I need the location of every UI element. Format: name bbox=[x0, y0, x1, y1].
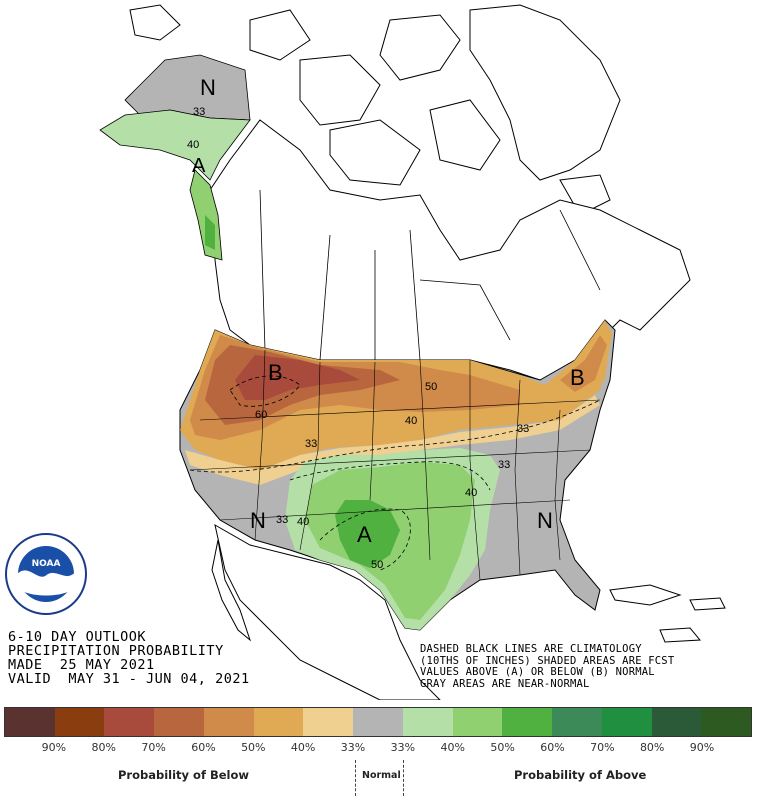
legend-tick-label: 40% bbox=[440, 741, 465, 754]
legend-color-bar bbox=[4, 707, 752, 737]
legend-tick-label: 60% bbox=[540, 741, 565, 754]
caribbean-islands bbox=[609, 584, 726, 643]
note-line-4: GRAY AREAS ARE NEAR-NORMAL bbox=[420, 677, 590, 690]
sw-40-label: 40 bbox=[297, 516, 309, 528]
climatology-lines bbox=[189, 375, 601, 571]
legend-swatch bbox=[502, 708, 553, 736]
mexico-region bbox=[214, 524, 441, 700]
legend-below-caption: Probability of Below bbox=[118, 768, 249, 782]
legend-swatch bbox=[552, 708, 602, 736]
note-line-2: (10THS OF INCHES) SHADED AREAS ARE FCST bbox=[420, 654, 675, 667]
legend-swatch bbox=[154, 708, 204, 736]
outlook-map: N 33 40 A B 60 50 40 B 33 33 33 40 N 33 … bbox=[99, 4, 726, 700]
north-40-label: 40 bbox=[405, 415, 417, 427]
plains-40-label: 40 bbox=[465, 487, 477, 499]
alaska-33-label: 33 bbox=[193, 106, 205, 118]
note-line-1: DASHED BLACK LINES ARE CLIMATOLOGY bbox=[420, 643, 642, 655]
alaska-a-label: A bbox=[192, 155, 206, 177]
north-50-label: 50 bbox=[425, 381, 437, 393]
arctic-outlines bbox=[129, 4, 621, 216]
legend-swatch bbox=[303, 708, 354, 736]
us-below-33 bbox=[185, 395, 600, 485]
title-line-1: 6-10 DAY OUTLOOK bbox=[8, 629, 147, 645]
alaska-40-label: 40 bbox=[187, 139, 199, 151]
province-lines bbox=[259, 189, 601, 362]
legend-swatch bbox=[452, 708, 503, 736]
outlook-title-block: 6-10 DAY OUTLOOK PRECIPITATION PROBABILI… bbox=[8, 630, 250, 686]
legend-tick-label: 90% bbox=[689, 741, 715, 754]
title-line-4: VALID MAY 31 - JUN 04, 2021 bbox=[8, 671, 250, 687]
title-line-3: MADE 25 MAY 2021 bbox=[8, 657, 155, 673]
legend-tick-label: 60% bbox=[191, 741, 216, 754]
legend-tick-label: 50% bbox=[241, 741, 266, 754]
us-below-70 bbox=[235, 355, 360, 400]
title-line-2: PRECIPITATION PROBABILITY bbox=[8, 643, 224, 659]
tx-a-label: A bbox=[357, 522, 372, 547]
noaa-logo: NOAA bbox=[5, 533, 87, 615]
legend-swatch bbox=[601, 708, 652, 736]
ne-33-label: 33 bbox=[517, 423, 529, 435]
legend-swatch bbox=[54, 708, 105, 736]
legend-ticks: 90% 80% 70% 60% 50% 40% 33% 33% 40% 50% 60% 70% 80% 9… bbox=[4, 741, 727, 754]
legend-tick-label: 70% bbox=[141, 741, 166, 754]
east-33-label: 33 bbox=[498, 459, 510, 471]
tx-50-label: 50 bbox=[371, 559, 383, 571]
alaska-panhandle-dark bbox=[205, 215, 215, 250]
legend-swatch bbox=[651, 708, 702, 736]
nw-b-label: B bbox=[268, 360, 283, 385]
legend-swatch bbox=[402, 708, 453, 736]
ne-b-label: B bbox=[570, 365, 585, 390]
center-33-label: 33 bbox=[305, 438, 317, 450]
legend-above-caption: Probability of Above bbox=[514, 768, 647, 782]
legend-swatch bbox=[701, 708, 752, 736]
legend-tick-label: 90% bbox=[41, 741, 67, 754]
sw-33-label: 33 bbox=[276, 514, 288, 526]
legend-swatch bbox=[353, 708, 403, 736]
note-line-3: VALUES ABOVE (A) OR BELOW (B) NORMAL bbox=[420, 666, 655, 678]
us-above-50 bbox=[335, 500, 400, 568]
legend-swatch bbox=[253, 708, 304, 736]
climatology-note: DASHED BLACK LINES ARE CLIMATOLOGY (10TH… bbox=[420, 643, 675, 690]
svg-text:NOAA: NOAA bbox=[32, 559, 61, 569]
sw-n-label: N bbox=[250, 508, 266, 533]
legend-tick-label: 80% bbox=[639, 741, 665, 754]
alaska-green bbox=[99, 109, 251, 181]
legend-tick-label: 33% bbox=[390, 741, 416, 754]
alaska-gray bbox=[124, 54, 251, 121]
legend-swatch bbox=[203, 708, 254, 736]
legend-tick-label: 40% bbox=[290, 741, 316, 754]
alaska-n-label: N bbox=[200, 75, 216, 100]
legend-tick-label: 50% bbox=[490, 741, 515, 754]
normal-divider-right bbox=[403, 760, 404, 796]
ne-below-50 bbox=[560, 335, 607, 392]
state-lines bbox=[189, 349, 601, 581]
legend-tick-label: 80% bbox=[91, 741, 116, 754]
legend-tick-label: 33% bbox=[340, 741, 366, 754]
nw-60-label: 60 bbox=[255, 409, 267, 421]
se-n-label: N bbox=[537, 508, 553, 533]
legend-swatch bbox=[104, 708, 155, 736]
legend-swatch bbox=[5, 708, 55, 736]
baja bbox=[211, 539, 252, 642]
legend-tick-label: 70% bbox=[590, 741, 615, 754]
normal-divider-left bbox=[355, 760, 356, 796]
legend-normal-caption: Normal bbox=[362, 770, 401, 781]
